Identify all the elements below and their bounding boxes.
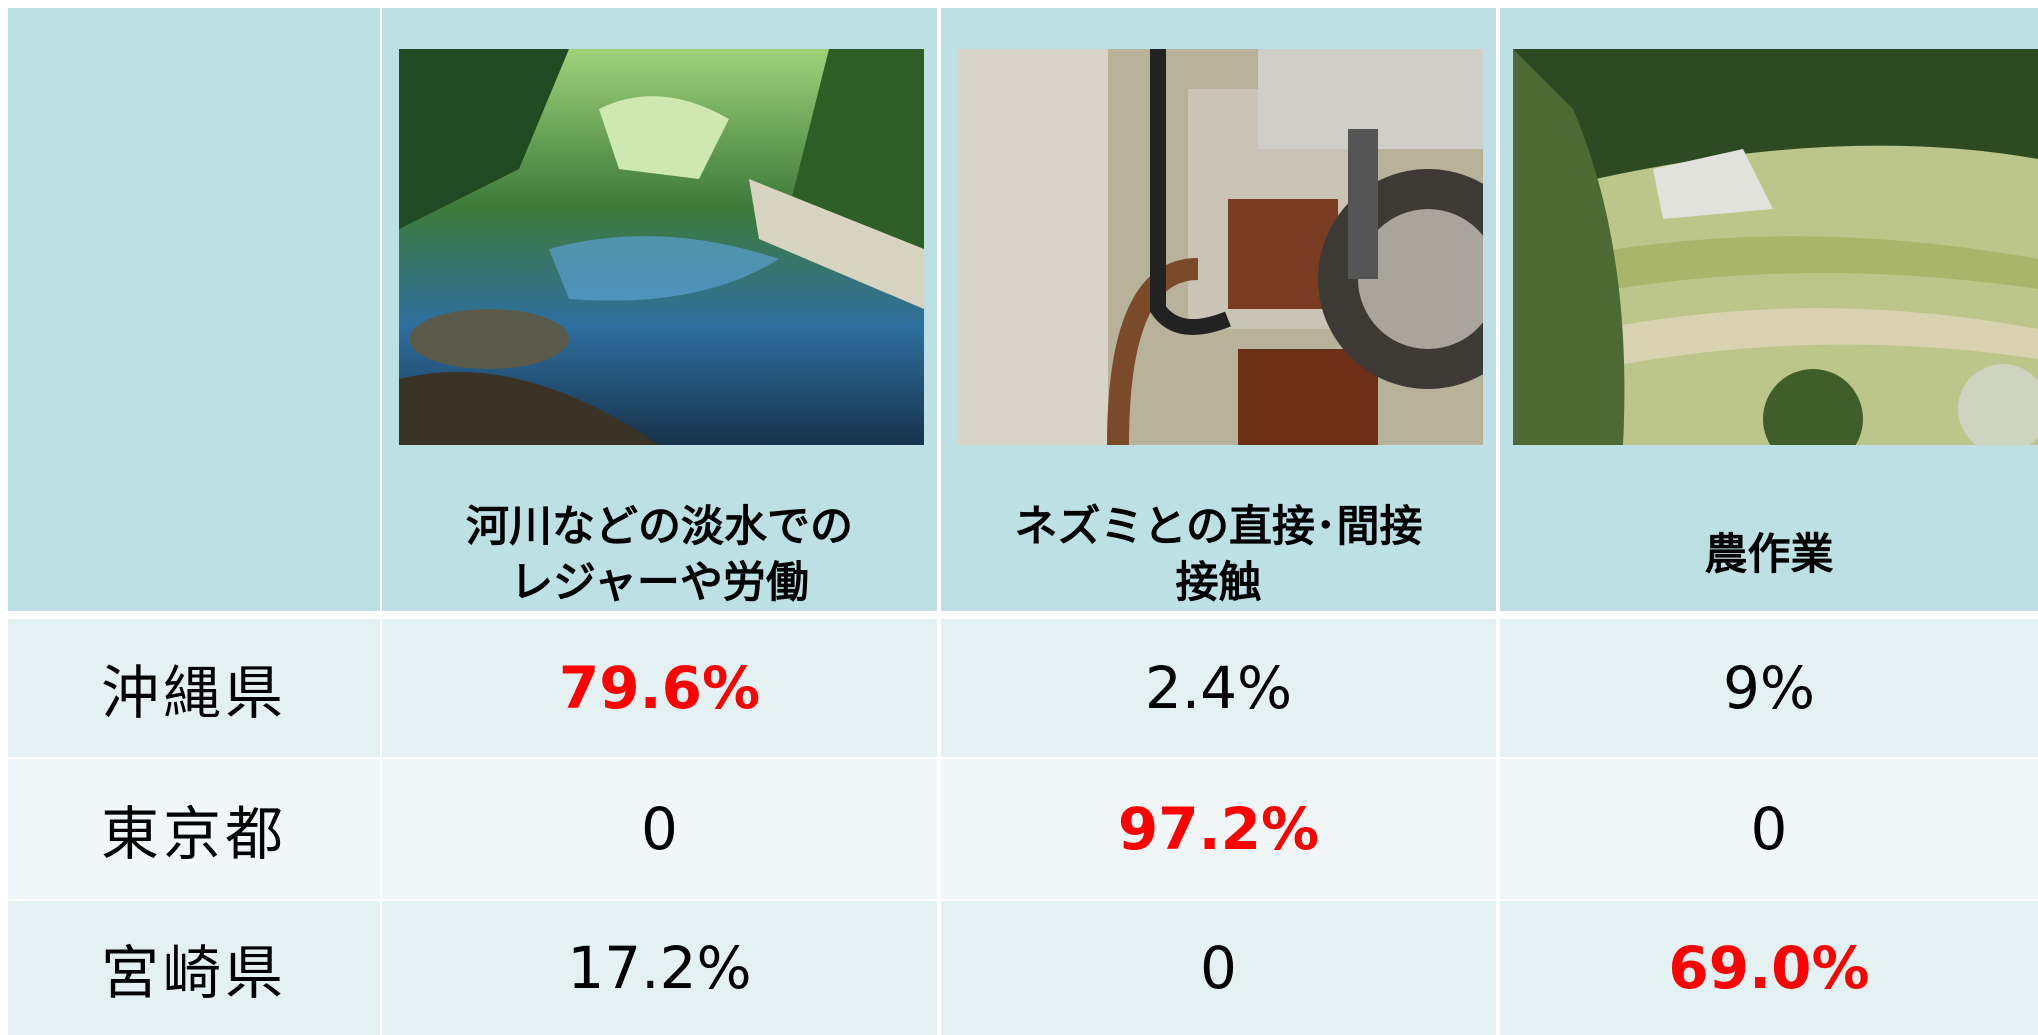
header-line: レジャーや労働 xyxy=(510,555,809,611)
row-label: 沖縄県 xyxy=(8,619,380,757)
value-cell: 0 xyxy=(382,759,937,899)
header-corner xyxy=(8,8,380,611)
header-line: 河川などの淡水での xyxy=(466,499,853,555)
river-photo xyxy=(399,49,924,445)
header-text: 農作業 xyxy=(1500,500,2038,610)
value-cell: 69.0% xyxy=(1500,901,2038,1035)
value-cell: 97.2% xyxy=(941,759,1496,899)
table-slide: 河川などの淡水でのレジャーや労働ネズミとの直接･間接接触農作業沖縄県79.6%2… xyxy=(0,0,2038,1035)
header-text: ネズミとの直接･間接接触 xyxy=(941,500,1496,610)
value-cell: 2.4% xyxy=(941,619,1496,757)
header-line: 接触 xyxy=(1176,555,1262,611)
farm-photo xyxy=(1513,49,2038,445)
header-line: ネズミとの直接･間接 xyxy=(1014,499,1422,555)
value-cell: 17.2% xyxy=(382,901,937,1035)
value-cell: 9% xyxy=(1500,619,2038,757)
row-label: 宮崎県 xyxy=(8,901,380,1035)
value-cell: 0 xyxy=(1500,759,2038,899)
value-cell: 79.6% xyxy=(382,619,937,757)
row-label: 東京都 xyxy=(8,759,380,899)
header-line: 農作業 xyxy=(1705,527,1834,583)
value-cell: 0 xyxy=(941,901,1496,1035)
header-text: 河川などの淡水でのレジャーや労働 xyxy=(382,500,937,610)
drain-photo xyxy=(958,49,1483,445)
